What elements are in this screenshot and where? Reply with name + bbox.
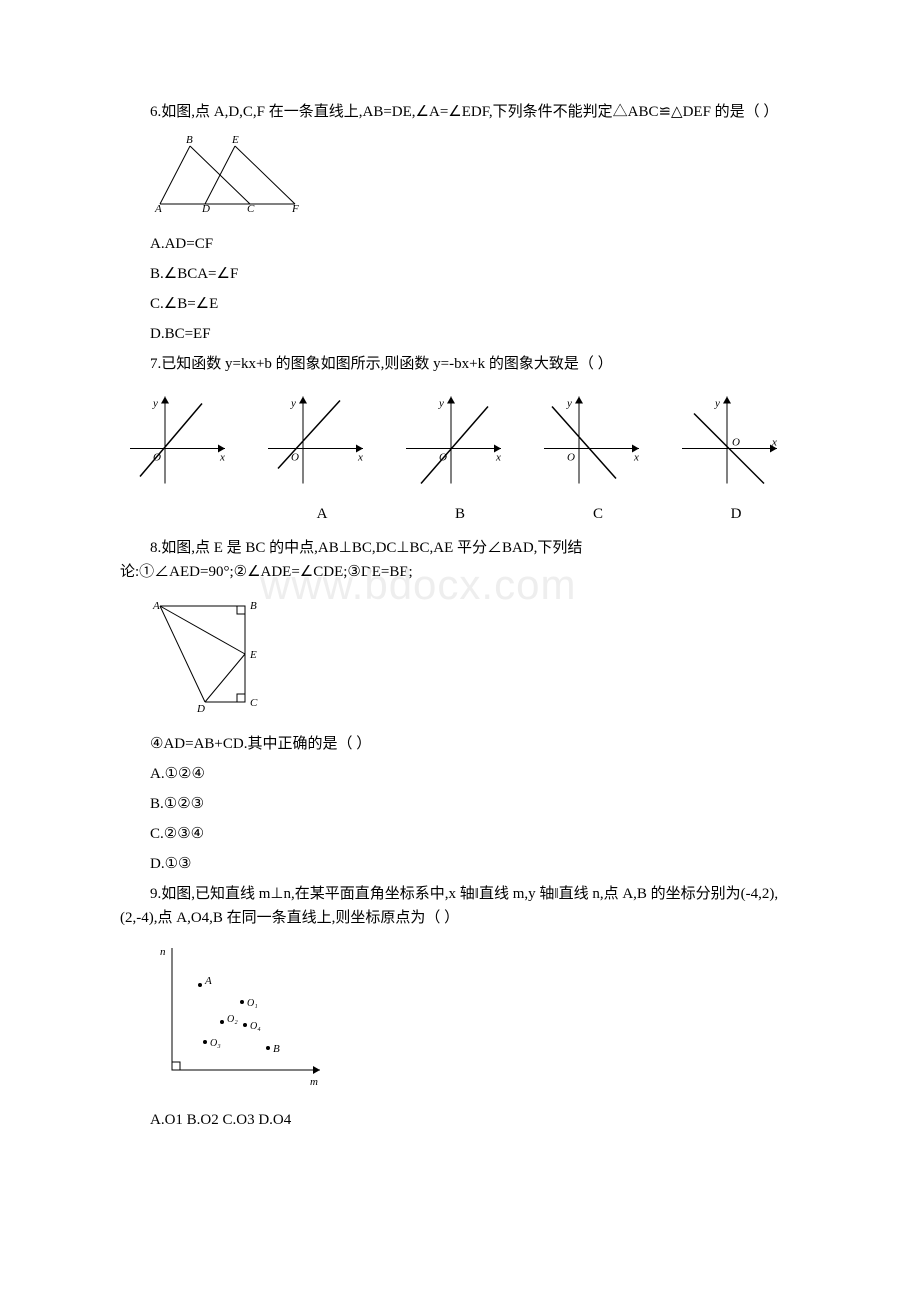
q6-text: 6.如图,点 A,D,C,F 在一条直线上,AB=DE,∠A=∠EDF,下列条件… [120, 100, 800, 124]
q8-diagram: A B E C D [150, 594, 800, 722]
svg-text:C: C [247, 203, 255, 214]
svg-text:O₁: O₁ [247, 998, 258, 1009]
q6-diagram: A B D E C F [150, 134, 800, 222]
svg-text:B: B [250, 600, 257, 612]
svg-text:C: C [250, 697, 258, 709]
svg-text:A: A [204, 975, 212, 987]
svg-text:E: E [249, 649, 257, 661]
svg-text:x: x [357, 452, 363, 464]
svg-text:B: B [273, 1043, 280, 1055]
svg-text:O₃: O₃ [210, 1038, 221, 1049]
svg-text:A: A [152, 600, 160, 612]
svg-text:A: A [154, 203, 162, 214]
svg-text:F: F [291, 203, 299, 214]
svg-text:x: x [219, 452, 225, 464]
q6-optA: A.AD=CF [120, 232, 800, 256]
svg-text:y: y [152, 398, 158, 410]
svg-text:D: D [196, 703, 205, 714]
svg-text:x: x [495, 452, 501, 464]
svg-text:y: y [714, 398, 720, 410]
q8-optB: B.①②③ [120, 792, 800, 816]
svg-text:D: D [201, 203, 210, 214]
svg-text:y: y [438, 398, 444, 410]
q8-text: 8.如图,点 E 是 BC 的中点,AB⊥BC,DC⊥BC,AE 平分∠BAD,… [120, 536, 800, 584]
svg-text:y: y [290, 398, 296, 410]
q9-answers: A.O1 B.O2 C.O3 D.O4 [120, 1108, 800, 1132]
q7-graphs: O x y O x y O x y [120, 386, 800, 496]
q8-optC: C.②③④ [120, 822, 800, 846]
svg-text:x: x [633, 452, 639, 464]
svg-text:O₄: O₄ [250, 1021, 261, 1032]
svg-text:O: O [567, 452, 575, 464]
svg-text:O: O [732, 437, 740, 449]
svg-text:n: n [160, 946, 166, 958]
q6-optD: D.BC=EF [120, 322, 800, 346]
q6-optB: B.∠BCA=∠F [120, 262, 800, 286]
q8-extra: ④AD=AB+CD.其中正确的是（ ） [120, 732, 800, 756]
q8-optA: A.①②④ [120, 762, 800, 786]
svg-text:y: y [566, 398, 572, 410]
q6-optC: C.∠B=∠E [120, 292, 800, 316]
q7-labels: A B C D [120, 502, 800, 526]
svg-text:O₂: O₂ [227, 1014, 238, 1025]
svg-text:B: B [186, 134, 193, 146]
q7-text: 7.已知函数 y=kx+b 的图象如图所示,则函数 y=-bx+k 的图象大致是… [120, 352, 800, 376]
svg-text:x: x [771, 437, 777, 449]
svg-text:m: m [310, 1076, 318, 1088]
q8-optD: D.①③ [120, 852, 800, 876]
svg-text:E: E [231, 134, 239, 146]
q9-diagram: n m A O₁ O₂ O₄ O₃ B [150, 940, 800, 1098]
q9-text: 9.如图,已知直线 m⊥n,在某平面直角坐标系中,x 轴‖直线 m,y 轴‖直线… [120, 882, 800, 930]
